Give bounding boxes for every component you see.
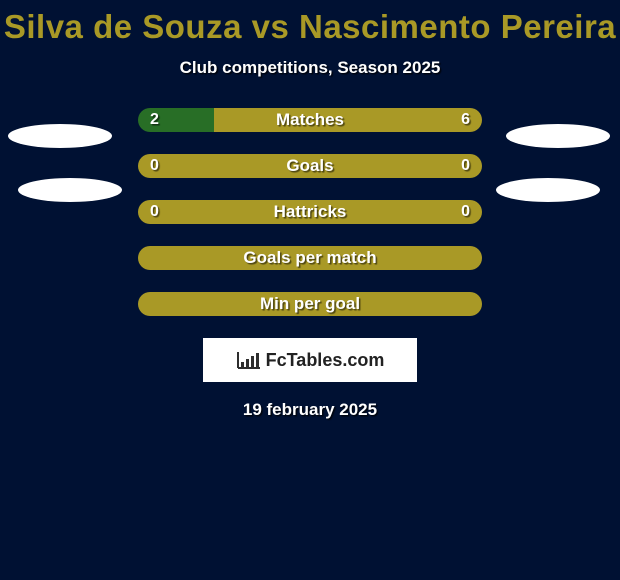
stat-row: 26Matches <box>138 108 482 132</box>
stat-label: Hattricks <box>138 200 482 224</box>
decorative-ellipse <box>506 124 610 148</box>
date-text: 19 february 2025 <box>0 400 620 420</box>
page-title: Silva de Souza vs Nascimento Pereira <box>0 0 620 46</box>
stat-row: 00Goals <box>138 154 482 178</box>
comparison-card: Silva de Souza vs Nascimento Pereira Clu… <box>0 0 620 580</box>
decorative-ellipse <box>18 178 122 202</box>
decorative-ellipse <box>496 178 600 202</box>
stat-row: Goals per match <box>138 246 482 270</box>
bar-chart-icon <box>236 350 262 370</box>
title-text: Silva de Souza vs Nascimento Pereira <box>4 8 616 45</box>
stat-label: Min per goal <box>138 292 482 316</box>
subtitle: Club competitions, Season 2025 <box>0 58 620 78</box>
stat-row: 00Hattricks <box>138 200 482 224</box>
brand-box: FcTables.com <box>203 338 417 382</box>
stat-label: Goals per match <box>138 246 482 270</box>
brand-text: FcTables.com <box>266 350 385 371</box>
stat-label: Goals <box>138 154 482 178</box>
stat-label: Matches <box>138 108 482 132</box>
decorative-ellipse <box>8 124 112 148</box>
stat-row: Min per goal <box>138 292 482 316</box>
